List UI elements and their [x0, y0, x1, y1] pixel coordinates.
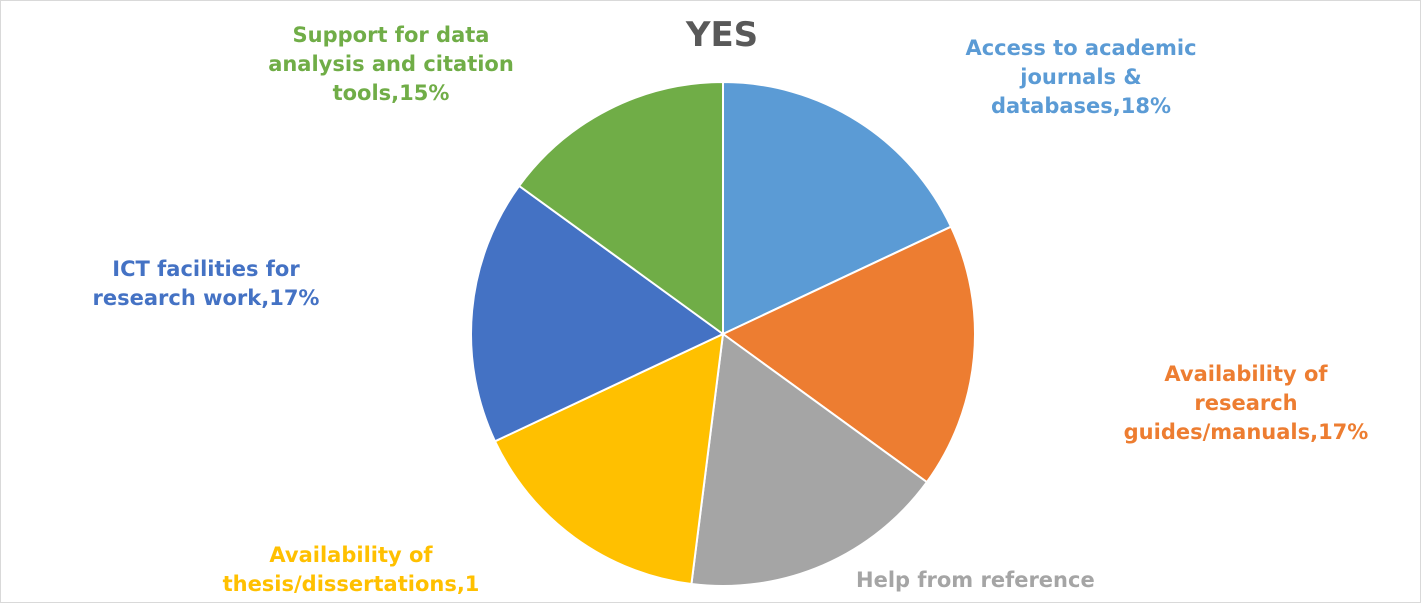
pie-slice-ict: [470, 184, 725, 443]
pie-slice-thesis: [493, 332, 725, 586]
slice-label-journals: Access to academic journals & databases,…: [965, 36, 1197, 118]
slice-label-support: Support for data analysis and citation t…: [268, 23, 514, 105]
chart-title: YES: [685, 15, 759, 55]
slice-label-thesis: Availability of thesis/dissertations,1: [222, 543, 480, 596]
slice-label-ict: ICT facilities for research work,17%: [92, 257, 320, 310]
pie-slice-journals: [722, 80, 953, 336]
pie-slice-reference: [690, 332, 929, 587]
pie-slice-guides: [721, 225, 976, 484]
slice-label-guides: Availability of research guides/manuals,…: [1123, 362, 1369, 444]
slice-label-reference: Help from reference: [856, 568, 1095, 592]
pie-slice-support: [517, 80, 724, 336]
